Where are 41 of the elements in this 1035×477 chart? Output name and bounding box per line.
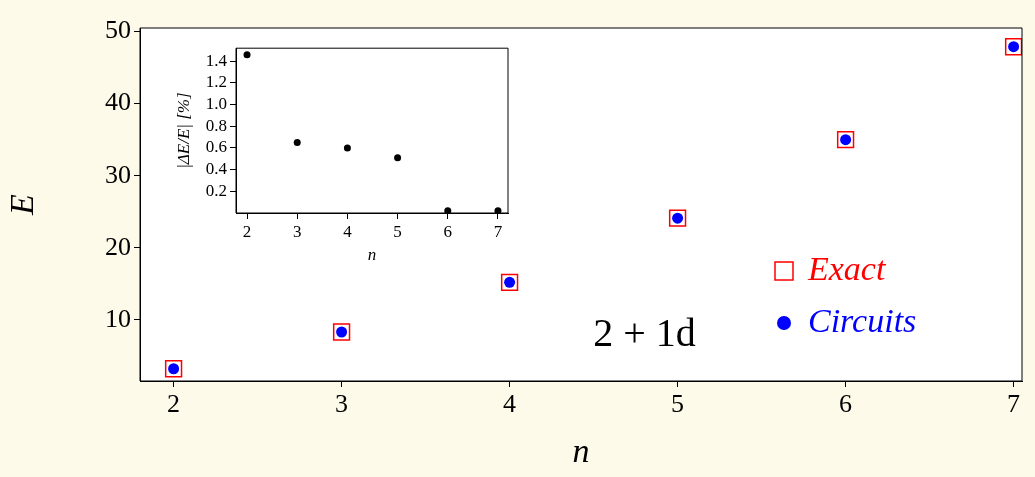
y-axis-title: E: [3, 193, 41, 216]
x-tick-label: 5: [393, 221, 402, 241]
point: [164, 360, 183, 378]
point: [444, 207, 452, 213]
y-tick-label: 0.4: [205, 159, 228, 179]
y-tick-label: 0.6: [205, 137, 227, 157]
y-tick-label: 20: [105, 231, 131, 261]
annotation: 2 + 1d: [593, 309, 696, 355]
y-tick-label: 50: [105, 15, 131, 45]
legend-label: Circuits: [808, 301, 917, 339]
x-tick-label: 7: [1007, 389, 1021, 419]
y-tick-label: 0.8: [205, 115, 227, 135]
x-axis-title: n: [367, 245, 377, 265]
x-tick-label: 3: [292, 221, 302, 241]
y-tick-label: 1.2: [205, 72, 227, 92]
y-tick-label: 40: [105, 87, 131, 117]
y-tick-label: 1.4: [205, 50, 228, 70]
point: [668, 209, 687, 227]
y-tick-label: 1.0: [205, 94, 227, 114]
point: [293, 139, 301, 147]
legend-label: Exact: [807, 249, 887, 287]
point: [394, 154, 402, 162]
point: [332, 323, 351, 341]
x-tick-label: 2: [167, 389, 181, 419]
y-axis-title: |ΔE/E| [%]: [173, 92, 193, 169]
point: [343, 144, 351, 152]
y-tick-label: 0.2: [205, 180, 227, 200]
x-axis-title: n: [572, 431, 590, 469]
x-tick-label: 6: [443, 221, 453, 241]
point: [500, 273, 519, 291]
x-tick-label: 7: [493, 221, 503, 241]
point: [836, 130, 855, 149]
point: [243, 51, 251, 59]
y-tick-label: 10: [105, 303, 131, 333]
x-tick-label: 4: [503, 389, 517, 419]
y-tick-label: 30: [105, 159, 131, 189]
x-tick-label: 4: [343, 221, 353, 241]
x-tick-label: 2: [242, 221, 252, 241]
x-tick-label: 6: [839, 389, 853, 419]
x-tick-label: 5: [671, 389, 685, 419]
x-tick-label: 3: [335, 389, 349, 419]
